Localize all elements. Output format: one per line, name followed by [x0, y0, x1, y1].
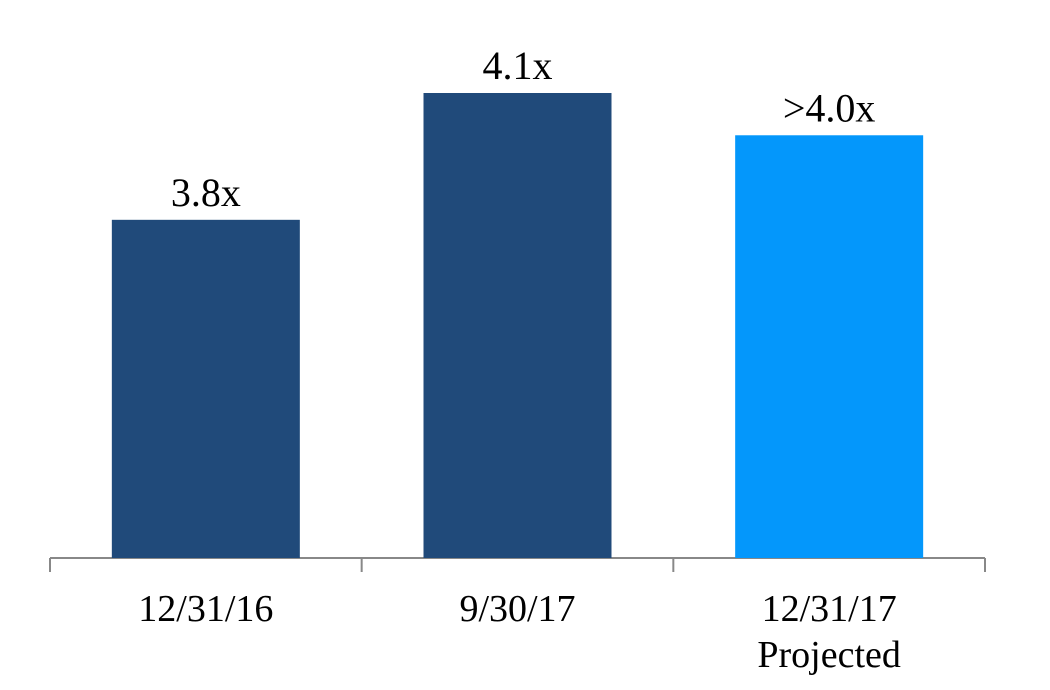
bar	[735, 135, 924, 559]
bar	[423, 93, 612, 558]
x-tick-label: 9/30/17	[459, 588, 576, 630]
value-label: 4.1x	[483, 43, 553, 88]
value-label: >4.0x	[783, 85, 876, 130]
bar	[111, 219, 300, 558]
value-label: 3.8x	[171, 170, 241, 215]
x-tick-label: 12/31/16	[138, 588, 274, 630]
x-tick-label: 12/31/17 Projected	[757, 588, 901, 676]
